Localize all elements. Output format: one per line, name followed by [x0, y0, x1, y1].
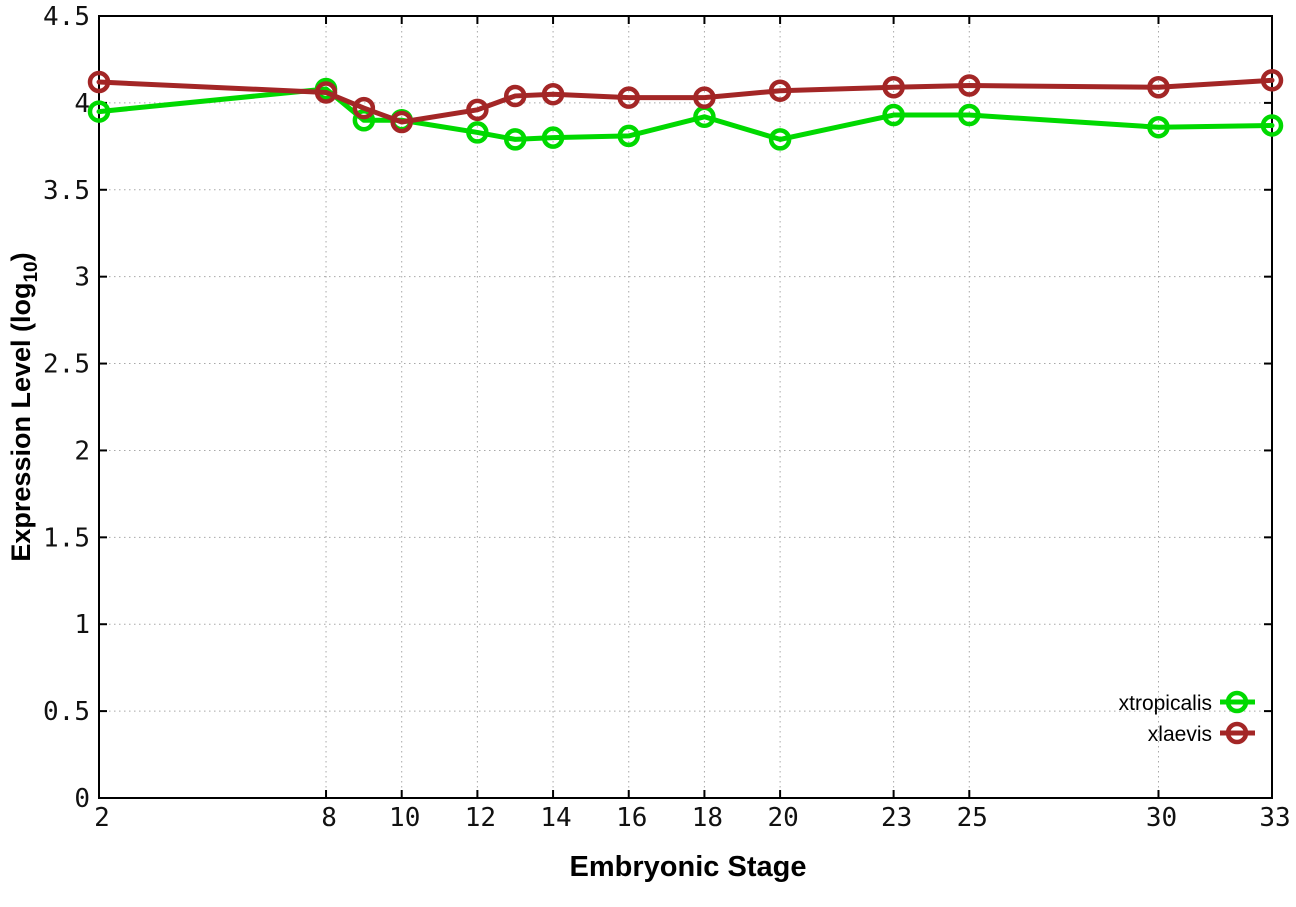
data-point-xtropicalis-stage-20 [768, 128, 792, 151]
y-axis-title-suffix: ) [6, 252, 36, 261]
legend-marker-xlaevis [1225, 721, 1249, 745]
x-tick-label: 10 [389, 803, 420, 833]
data-point-xtropicalis-stage-12 [466, 121, 489, 144]
data-point-xtropicalis-stage-9 [352, 109, 376, 132]
y-tick-label: 0.5 [43, 697, 90, 727]
grid-layer [99, 16, 1272, 798]
data-point-xtropicalis-stage-13 [503, 128, 527, 151]
data-point-xlaevis-stage-10 [390, 110, 413, 134]
legend-marker-xtropicalis [1225, 690, 1249, 714]
x-tick-label: 16 [616, 803, 647, 833]
data-point-xtropicalis-stage-14 [541, 126, 565, 149]
tick-layer [98, 15, 1273, 799]
legend: xtropicalis xlaevis [1119, 690, 1255, 746]
y-tick-label: 4.5 [43, 2, 90, 32]
data-point-xlaevis-stage-14 [541, 82, 565, 106]
y-axis-title-text: Expression Level (log [6, 283, 36, 562]
legend-label-xlaevis: xlaevis [1148, 723, 1212, 746]
data-point-xlaevis-stage-16 [617, 86, 640, 109]
x-tick-label: 8 [321, 803, 337, 833]
data-point-xlaevis-stage-9 [352, 96, 376, 120]
x-tick-label: 18 [692, 803, 723, 833]
y-tick-label: 2.5 [43, 350, 90, 380]
x-tick-label: 2 [94, 803, 110, 833]
y-tick-label: 3.5 [43, 176, 90, 206]
y-tick-label: 2 [74, 436, 90, 466]
plot-border [98, 15, 1273, 799]
data-point-xtropicalis-stage-23 [882, 103, 905, 127]
data-point-xlaevis-stage-25 [958, 74, 981, 97]
data-point-xlaevis-stage-18 [693, 86, 716, 109]
data-point-xlaevis-stage-8 [314, 81, 338, 104]
y-tick-label: 4 [74, 89, 90, 119]
x-tick-label: 30 [1146, 803, 1177, 833]
y-axis-title-subscript: 10 [21, 261, 42, 282]
data-point-xtropicalis-stage-33 [1260, 114, 1284, 137]
y-tick-label: 1 [74, 610, 90, 640]
x-tick-label: 12 [465, 803, 496, 833]
data-point-xlaevis-stage-23 [882, 75, 905, 99]
y-tick-label: 1.5 [43, 523, 90, 553]
data-point-xlaevis-stage-13 [503, 84, 527, 108]
legend-marker-layer [1220, 690, 1255, 745]
axis-title-layer: Embryonic Stage Expression Level (log10) [6, 252, 806, 883]
data-point-xtropicalis-stage-16 [617, 124, 640, 148]
legend-label-xtropicalis: xtropicalis [1119, 692, 1212, 715]
series-layer [87, 69, 1284, 151]
x-axis-title: Embryonic Stage [570, 851, 807, 883]
data-point-xlaevis-stage-33 [1260, 69, 1284, 92]
x-tick-label: 25 [957, 803, 988, 833]
y-tick-label: 0 [74, 784, 90, 814]
y-tick-label: 3 [74, 263, 90, 293]
series-line-xtropicalis [96, 86, 1275, 142]
y-axis-title: Expression Level (log10) [6, 252, 42, 561]
x-tick-label: 23 [881, 803, 912, 833]
tick-label-layer: 2 8 10 12 14 16 18 20 23 25 30 33 0 0.5 1 1.5 2 2.5 3 3.5 4 4… [43, 2, 1291, 833]
series-line-xlaevis [96, 77, 1275, 125]
plot-border-layer [98, 15, 1273, 799]
data-point-xlaevis-stage-12 [466, 98, 489, 122]
data-point-xlaevis-stage-30 [1147, 75, 1170, 99]
x-tick-label: 14 [540, 803, 571, 833]
data-point-xtropicalis-stage-25 [958, 103, 981, 127]
data-point-xtropicalis-stage-30 [1147, 115, 1170, 139]
data-point-xlaevis-stage-2 [87, 70, 111, 94]
x-tick-label: 20 [767, 803, 798, 833]
data-point-xtropicalis-stage-2 [87, 100, 111, 123]
x-tick-label: 33 [1259, 803, 1290, 833]
data-point-xlaevis-stage-20 [768, 79, 792, 102]
